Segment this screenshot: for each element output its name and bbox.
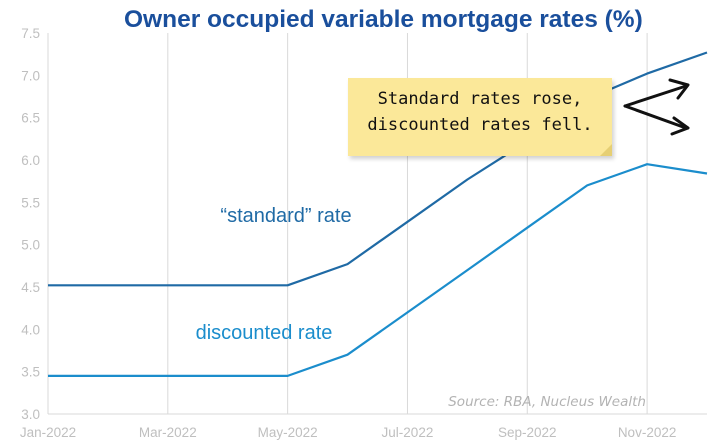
x-tick-label: Jul-2022 [382,425,434,440]
x-tick-label: May-2022 [258,425,318,440]
y-tick-label: 7.5 [21,26,40,41]
y-tick-label: 3.0 [21,407,40,422]
y-tick-label: 3.5 [21,365,40,380]
series-line-discounted [48,163,708,377]
x-tick-label: Sep-2022 [498,425,557,440]
annotation-text: Standard rates rose, discounted rates fe… [367,89,593,135]
y-tick-label: 6.0 [21,153,40,168]
series-label-discounted: discounted rate [196,322,333,344]
x-tick-label: Mar-2022 [139,425,197,440]
y-tick-label: 4.5 [21,280,40,295]
series-label-standard: “standard” rate [220,205,351,227]
annotation-note: Standard rates rose, discounted rates fe… [348,78,612,156]
arrows-icon [623,78,690,136]
y-tick-label: 5.0 [21,238,40,253]
note-corner-fold [600,144,612,156]
chart-title: Owner occupied variable mortgage rates (… [124,6,643,33]
y-tick-label: 5.5 [21,195,40,210]
y-tick-label: 6.5 [21,111,40,126]
x-tick-label: Jan-2022 [20,425,76,440]
y-tick-label: 4.0 [21,322,40,337]
x-tick-label: Nov-2022 [618,425,677,440]
y-tick-label: 7.0 [21,68,40,83]
source-note: Source: RBA, Nucleus Wealth [448,394,646,410]
